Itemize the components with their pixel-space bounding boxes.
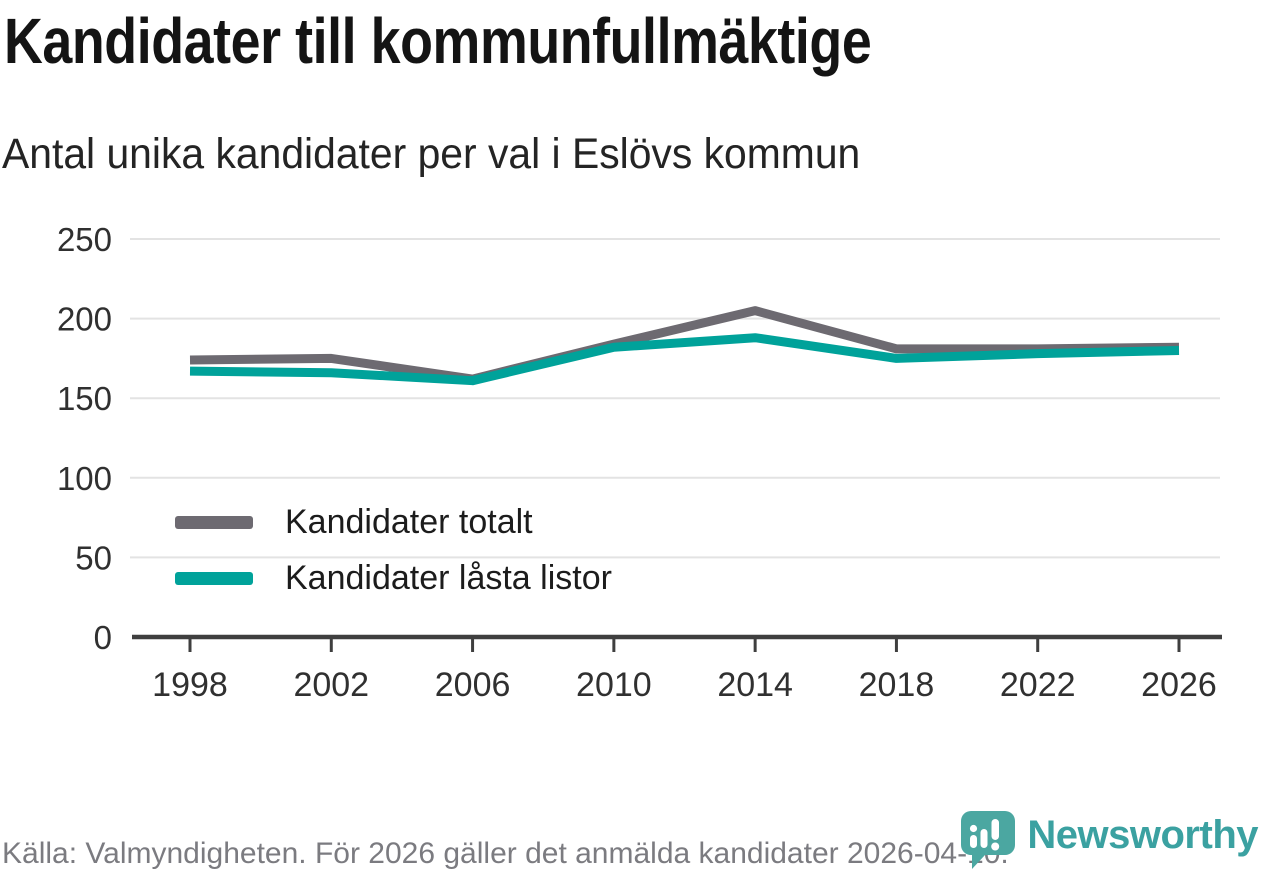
series-line-total [189, 306, 1180, 384]
source-note: Källa: Valmyndigheten. För 2026 gäller d… [2, 837, 1009, 870]
legend-item-locked-lists: Kandidater låsta listor [175, 550, 612, 606]
legend-swatch-total [175, 515, 253, 529]
y-axis-label: 200 [57, 301, 112, 338]
page-title: Kandidater till kommunfullmäktige [4, 5, 872, 77]
x-axis-label: 2022 [1000, 666, 1076, 704]
x-axis-label: 2002 [293, 666, 369, 704]
legend-label-locked-lists: Kandidater låsta listor [285, 558, 612, 597]
newsworthy-pin-icon [961, 811, 1016, 869]
x-axis-label: 2018 [859, 666, 935, 704]
y-axis-label: 150 [57, 380, 112, 417]
legend-swatch-locked-lists [175, 571, 253, 585]
y-axis-label: 100 [57, 460, 112, 497]
x-axis-label: 2010 [576, 666, 652, 704]
legend-item-total: Kandidater totalt [175, 494, 612, 550]
y-axis-label: 250 [57, 221, 112, 258]
x-axis-label: 2026 [1141, 666, 1217, 704]
x-axis-label: 1998 [152, 666, 228, 704]
newsworthy-wordmark: Newsworthy [1027, 812, 1258, 857]
x-axis-label: 2006 [435, 666, 511, 704]
y-axis-label: 50 [75, 539, 112, 576]
chart-subtitle: Antal unika kandidater per val i Eslövs … [2, 130, 861, 178]
newsworthy-logo[interactable]: Newsworthy [957, 809, 1258, 871]
series-line-locked-lists [189, 333, 1180, 386]
legend-label-total: Kandidater totalt [285, 502, 533, 541]
y-axis-label: 0 [94, 619, 112, 656]
chart-legend: Kandidater totalt Kandidater låsta listo… [175, 494, 612, 606]
x-axis-label: 2014 [717, 666, 793, 704]
